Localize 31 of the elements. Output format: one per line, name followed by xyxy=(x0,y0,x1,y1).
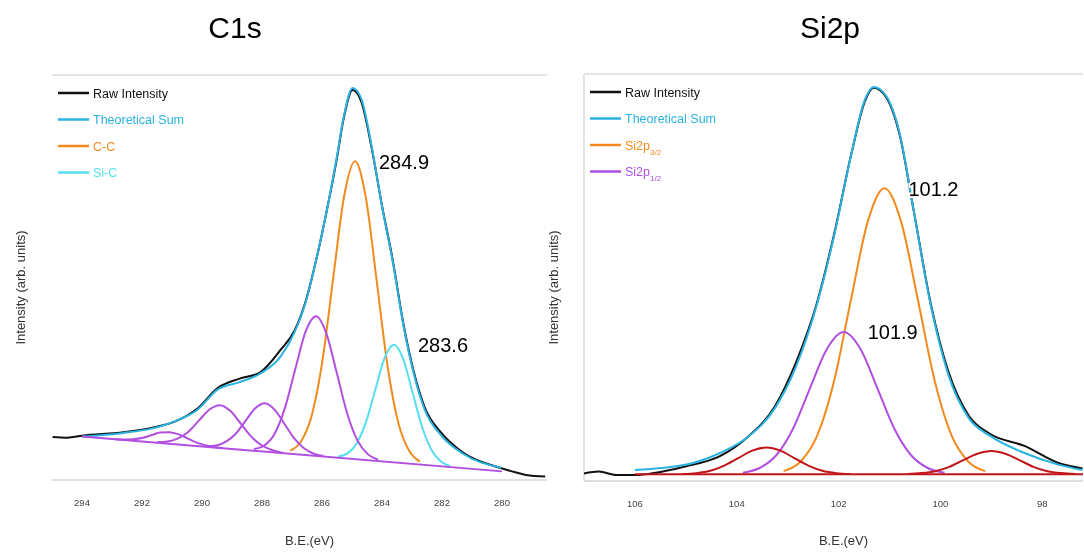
y-axis-title: Intensity (arb. units) xyxy=(546,230,561,345)
legend-label: Raw Intensity xyxy=(93,86,169,101)
x-tick-label: 294 xyxy=(74,497,90,508)
chart-title: C1s xyxy=(208,11,262,44)
legend-label: Raw Intensity xyxy=(625,85,701,100)
legend-label: Si2p$_{3/2}$ xyxy=(625,138,662,156)
chart-title: Si2p xyxy=(799,11,861,44)
y-axis-title: Intensity (arb. units) xyxy=(13,230,28,345)
legend-label: Si2p$_{1/2}$ xyxy=(625,165,662,183)
legend-label: Theoretical Sum xyxy=(625,112,717,126)
x-tick-label: 98 xyxy=(1036,498,1048,509)
x-axis-title: B.E.(eV) xyxy=(284,533,335,548)
annotation: 101.9 xyxy=(867,321,918,344)
x-tick-label: 104 xyxy=(728,498,745,509)
x-tick-label: 102 xyxy=(830,498,847,509)
x-tick-label: 292 xyxy=(134,497,150,508)
annotation: 283.6 xyxy=(418,334,469,357)
legend-label: Theoretical Sum xyxy=(93,113,185,127)
x-tick-label: 286 xyxy=(314,497,330,508)
x-tick-label: 100 xyxy=(932,498,949,509)
legend-label: C-C xyxy=(93,139,116,154)
x-tick-label: 288 xyxy=(254,497,270,508)
x-tick-label: 284 xyxy=(374,497,390,508)
x-tick-label: 280 xyxy=(494,497,510,508)
annotation: 284.9 xyxy=(379,150,430,173)
x-axis-title: B.E.(eV) xyxy=(818,533,869,548)
x-tick-label: 290 xyxy=(194,497,210,508)
legend-label: Si-C xyxy=(93,166,118,180)
annotation: 101.2 xyxy=(908,177,959,200)
x-tick-label: 106 xyxy=(626,498,643,509)
x-tick-label: 282 xyxy=(434,497,450,508)
